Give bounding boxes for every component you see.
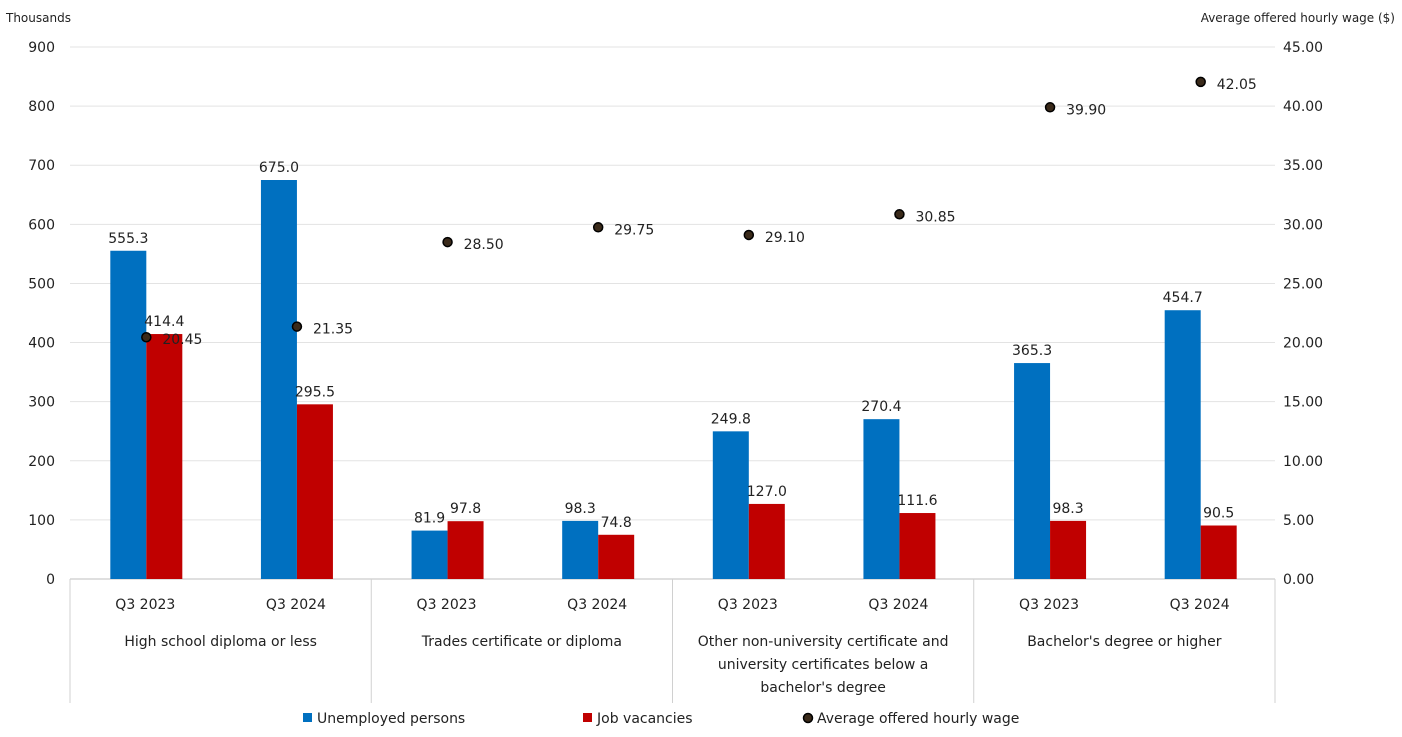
wage-point <box>592 222 604 233</box>
wage-point <box>1195 76 1206 88</box>
y2-tick-label: 20.00 <box>1283 336 1323 352</box>
bar-job-vacancies <box>598 534 635 579</box>
bar-job-vacancies <box>1050 520 1087 579</box>
x-tick-label: Q3 2024 <box>868 597 928 613</box>
wage-label: 39.90 <box>1066 102 1106 118</box>
bar-job-vacancies <box>1200 525 1237 579</box>
wage-label: 28.50 <box>464 237 504 253</box>
wage-label: 30.85 <box>915 209 955 225</box>
legend-entry: Job vacancies <box>596 711 693 727</box>
wage-point <box>442 236 453 248</box>
wage-point <box>1044 102 1056 113</box>
bar-unemployed-persons <box>411 530 448 579</box>
x-tick-label: Q3 2024 <box>567 597 627 613</box>
legend-swatch <box>802 712 814 724</box>
bar-unemployed-persons <box>1014 363 1051 579</box>
wage-label: 42.05 <box>1217 77 1257 93</box>
x-tick-label: Q3 2023 <box>115 597 175 613</box>
y2-tick-label: 15.00 <box>1283 395 1323 411</box>
bar-unemployed-persons <box>712 431 749 579</box>
bar-job-vacancies <box>296 404 333 579</box>
group-label: Bachelor's degree or higher <box>1027 634 1222 650</box>
wage-point <box>743 229 755 241</box>
data-label: 454.7 <box>1163 290 1203 306</box>
y-tick-label: 900 <box>28 40 55 56</box>
right-axis-label: Average offered hourly wage ($) <box>1201 11 1395 25</box>
group-label: High school diploma or less <box>124 634 317 650</box>
y2-tick-label: 25.00 <box>1283 276 1323 292</box>
y-tick-label: 0 <box>46 572 55 588</box>
y-tick-label: 100 <box>28 513 55 529</box>
y2-tick-label: 45.00 <box>1283 40 1323 56</box>
y-tick-label: 200 <box>28 454 55 470</box>
legend-swatch <box>303 713 312 722</box>
y-tick-label: 700 <box>28 158 55 174</box>
data-label: 98.3 <box>1052 501 1083 517</box>
group-label: Trades certificate or diploma <box>421 634 622 650</box>
y-tick-label: 500 <box>28 276 55 292</box>
y-tick-label: 800 <box>28 99 55 115</box>
y2-tick-label: 35.00 <box>1283 158 1323 174</box>
y2-tick-label: 0.00 <box>1283 572 1314 588</box>
data-label: 111.6 <box>897 493 937 509</box>
data-label: 127.0 <box>747 484 787 500</box>
wage-label: 29.75 <box>614 222 654 238</box>
wage-label: 21.35 <box>313 322 353 338</box>
data-label: 555.3 <box>108 231 148 247</box>
x-tick-label: Q3 2024 <box>266 597 326 613</box>
data-label: 365.3 <box>1012 343 1052 359</box>
bar-unemployed-persons <box>1164 310 1201 579</box>
bar-job-vacancies <box>447 521 484 579</box>
wage-label: 29.10 <box>765 230 805 246</box>
y2-tick-label: 30.00 <box>1283 217 1323 233</box>
wage-point <box>141 331 152 343</box>
y2-tick-label: 40.00 <box>1283 99 1323 115</box>
y-tick-label: 300 <box>28 395 55 411</box>
group-label: bachelor's degree <box>760 680 886 696</box>
x-tick-label: Q3 2023 <box>1019 597 1079 613</box>
bar-job-vacancies <box>146 334 183 579</box>
data-label: 414.4 <box>144 314 184 330</box>
x-tick-label: Q3 2024 <box>1170 597 1230 613</box>
wage-point <box>291 321 303 332</box>
x-tick-label: Q3 2023 <box>718 597 778 613</box>
bar-unemployed-persons <box>260 180 297 579</box>
y-tick-label: 400 <box>28 336 55 352</box>
data-label: 74.8 <box>601 515 632 531</box>
group-label: Other non-university certificate and <box>698 634 949 650</box>
data-label: 97.8 <box>450 501 481 517</box>
group-label: university certificates below a <box>718 657 929 673</box>
data-label: 249.8 <box>711 411 751 427</box>
bar-unemployed-persons <box>562 520 599 579</box>
x-tick-label: Q3 2023 <box>417 597 477 613</box>
bar-unemployed-persons <box>110 250 147 580</box>
legend-entry: Average offered hourly wage <box>817 711 1019 727</box>
left-axis-label: Thousands <box>5 11 71 25</box>
y2-tick-label: 5.00 <box>1283 513 1314 529</box>
wage-point <box>894 209 905 220</box>
legend-swatch <box>583 713 592 722</box>
data-label: 81.9 <box>414 511 445 527</box>
data-label: 270.4 <box>861 399 901 415</box>
legend-entry: Unemployed persons <box>317 711 465 727</box>
data-label: 98.3 <box>565 501 596 517</box>
bar-job-vacancies <box>899 513 936 579</box>
bar-unemployed-persons <box>863 419 900 579</box>
wage-label: 20.45 <box>162 332 202 348</box>
data-label: 675.0 <box>259 160 299 176</box>
data-label: 90.5 <box>1203 506 1234 522</box>
y2-tick-label: 10.00 <box>1283 454 1323 470</box>
data-label: 295.5 <box>295 384 335 400</box>
y-tick-label: 600 <box>28 217 55 233</box>
bar-job-vacancies <box>748 503 785 579</box>
